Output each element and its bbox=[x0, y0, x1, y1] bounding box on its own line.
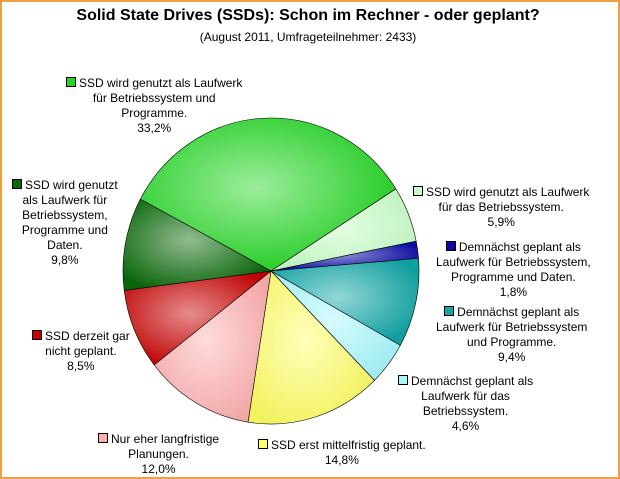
slice-value-label: 14,8% bbox=[324, 453, 359, 467]
slice-label-planned-os-programs-data: Demnächst geplant als Laufwerk für Betri… bbox=[436, 240, 591, 299]
slice-value-label: 4,6% bbox=[451, 419, 480, 433]
slice-value-label: 5,9% bbox=[487, 215, 515, 229]
legend-swatch bbox=[98, 433, 108, 443]
slice-label-ssd-os-only: SSD wird genutzt als Laufwerk für das Be… bbox=[413, 185, 589, 230]
legend-swatch bbox=[398, 375, 408, 385]
legend-swatch bbox=[444, 306, 455, 316]
legend-swatch bbox=[413, 186, 423, 196]
pie-slice-mid-term bbox=[247, 270, 375, 425]
slice-label-planned-os: Demnächst geplant als Laufwerk für das B… bbox=[398, 374, 533, 434]
slice-label-mid-term: SSD erst mittelfristig geplant. 14,8% bbox=[258, 438, 426, 468]
slice-label-ssd-os-programs: SSD wird genutzt als Laufwerk für Betrie… bbox=[66, 76, 242, 136]
slice-label-long-term: Nur eher langfristige Planungen. 12,0% bbox=[98, 432, 219, 477]
chart-title: Solid State Drives (SSDs): Schon im Rech… bbox=[76, 7, 540, 24]
chart-subtitle: (August 2011, Umfrageteilnehmer: 2433) bbox=[199, 30, 417, 44]
slice-label-not-planned: SSD derzeit gar nicht geplant. 8,5% bbox=[32, 329, 130, 374]
pie-slice-long-term bbox=[153, 270, 272, 423]
legend-swatch bbox=[258, 439, 268, 449]
legend-swatch bbox=[66, 77, 76, 87]
slice-label-planned-os-programs: Demnächst geplant als Laufwerk für Betri… bbox=[436, 305, 588, 364]
pie-slice-ssd-os-programs bbox=[139, 117, 397, 272]
slice-label-ssd-os-programs-data: SSD wird genutzt als Laufwerk für Betrie… bbox=[12, 178, 118, 268]
slice-value-label: 9,8% bbox=[51, 253, 79, 267]
slice-value-label: 33,2% bbox=[137, 121, 172, 135]
legend-swatch bbox=[12, 179, 22, 189]
slice-value-label: 9,4% bbox=[498, 350, 526, 364]
pie-slice-planned-os-programs bbox=[270, 257, 420, 346]
slice-value-label: 8,5% bbox=[67, 359, 95, 373]
slice-value-label: 12,0% bbox=[141, 462, 176, 476]
legend-swatch bbox=[445, 241, 456, 251]
slice-value-label: 1,8% bbox=[499, 285, 528, 299]
legend-swatch bbox=[32, 330, 42, 340]
pie-slice-ssd-os-programs-data bbox=[122, 198, 272, 291]
